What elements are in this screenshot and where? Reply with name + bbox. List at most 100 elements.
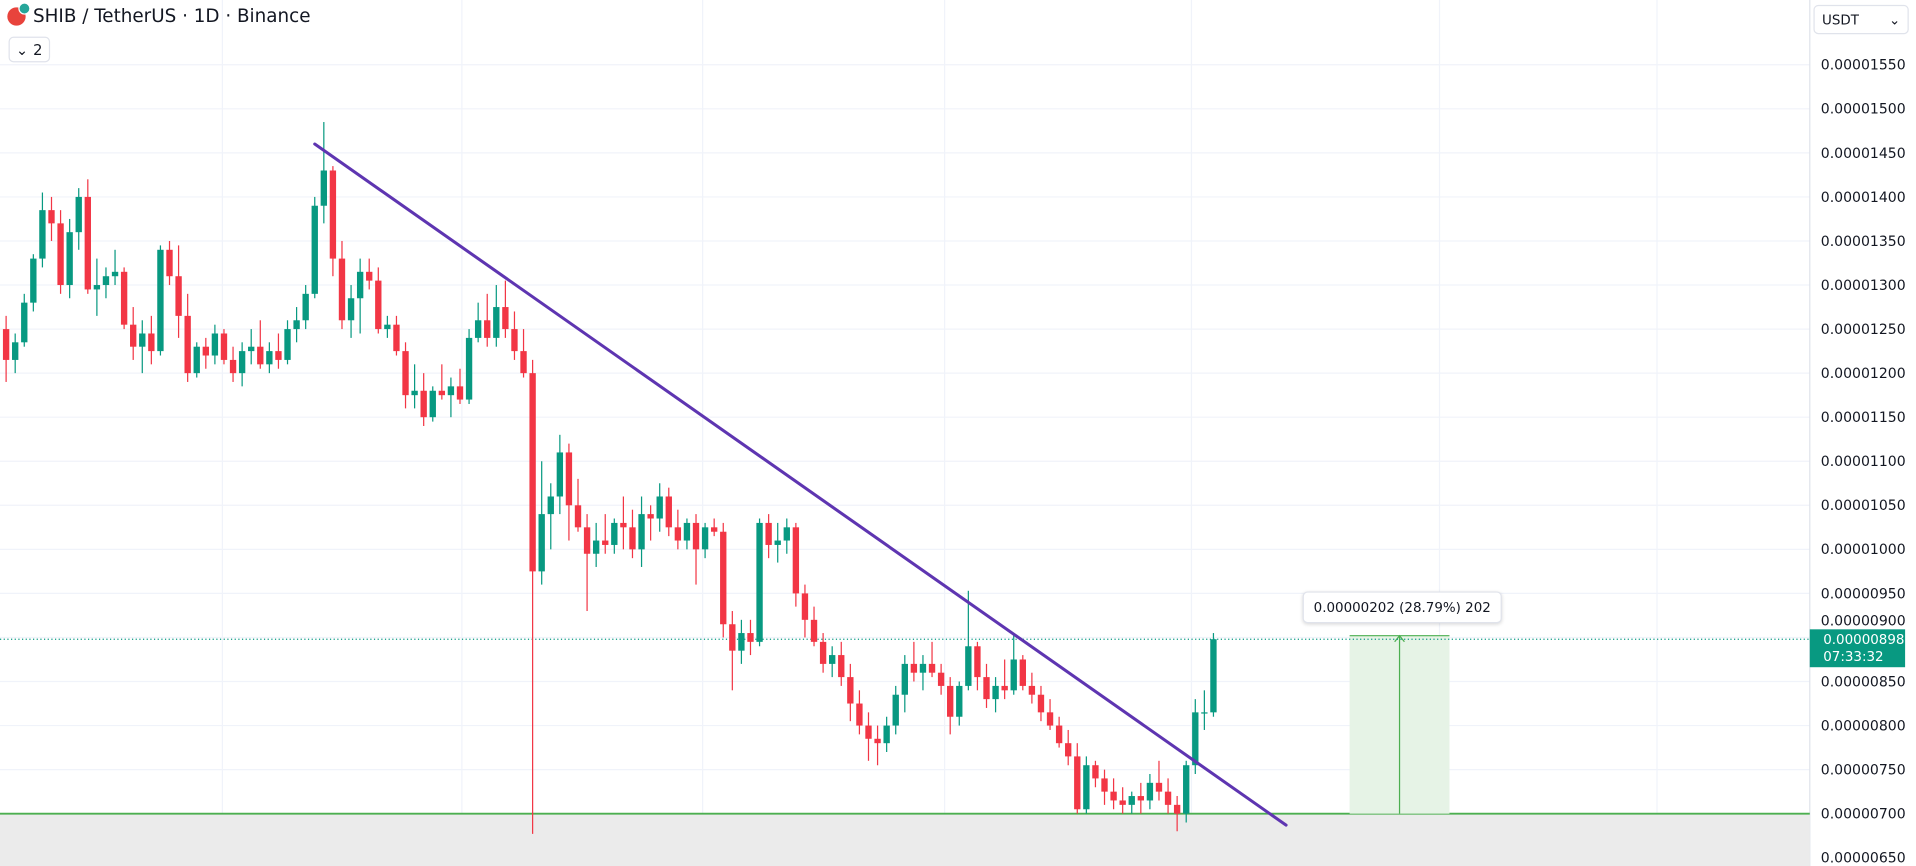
candle-down (456, 386, 464, 400)
candle-down (647, 514, 654, 519)
candle-down (1055, 725, 1063, 744)
candle-up (556, 452, 564, 497)
candle-down (692, 522, 700, 550)
candle-down (620, 522, 627, 528)
candle-down (511, 329, 518, 352)
candle-down (338, 258, 346, 321)
candle-up (465, 337, 473, 400)
candle-down (202, 346, 209, 356)
candle-down (765, 522, 772, 545)
candle-up (139, 333, 146, 347)
candle-up (1010, 659, 1017, 691)
candle-down (974, 646, 981, 678)
candle-up (238, 351, 246, 374)
candle-up (12, 342, 19, 360)
symbol-header[interactable]: SHIB / TetherUS · 1D · Binance (7, 1, 310, 27)
candle-up (992, 685, 999, 700)
price-axis-label: 0.00001250 (1821, 322, 1906, 338)
candle-up (738, 633, 745, 651)
candle-down (275, 351, 282, 360)
candle-down (947, 685, 954, 717)
candle-down (810, 619, 818, 642)
candle-up (102, 276, 110, 286)
candle-up (21, 302, 28, 343)
candle-down (1101, 778, 1108, 792)
candle-down (57, 223, 64, 286)
candle-up (1201, 712, 1208, 714)
candle-up (892, 694, 899, 726)
chevron-down-icon: ⌄ (15, 40, 29, 59)
price-axis-label: 0.00000950 (1821, 586, 1906, 602)
candle-up (411, 390, 418, 396)
candle-down (874, 738, 881, 744)
candle-up (538, 514, 545, 572)
candle-up (93, 285, 101, 290)
candle-up (1192, 712, 1199, 766)
candle-up (638, 514, 645, 550)
price-axis-label: 0.00000800 (1821, 718, 1906, 734)
candle-up (547, 496, 554, 515)
candle-down (1028, 685, 1036, 695)
candle-down (402, 351, 409, 396)
candle-down (484, 320, 491, 338)
candle-down (928, 663, 936, 673)
candle-up (592, 540, 600, 554)
price-axis-label: 0.00000850 (1821, 674, 1906, 690)
candle-down (366, 271, 373, 281)
candle-down (229, 359, 237, 374)
candle-up (447, 386, 455, 396)
candle-up (356, 271, 364, 299)
candle-up (1210, 639, 1217, 713)
candle-down (220, 333, 228, 360)
candle-up (965, 646, 972, 686)
indicators-collapse-button[interactable]: ⌄ 2 (8, 36, 50, 63)
candle-down (865, 725, 872, 739)
shib-logo-icon (7, 1, 31, 26)
candle-down (1119, 800, 1126, 805)
bar-countdown: 07:33:32 (1823, 648, 1884, 665)
candle-up (384, 324, 391, 330)
candle-down (602, 540, 609, 545)
candle-up (883, 725, 890, 744)
candle-up (701, 527, 709, 550)
candle-up (611, 522, 618, 545)
candle-up (956, 685, 963, 717)
candle-up (783, 527, 790, 541)
candle-up (347, 298, 355, 321)
price-axis-label: 0.00000900 (1821, 614, 1906, 630)
candle-down (393, 324, 400, 352)
candle-down (838, 655, 845, 678)
candle-down (720, 531, 727, 625)
candle-up (901, 663, 908, 695)
price-axis-label: 0.00001350 (1821, 234, 1906, 250)
candle-down (1046, 712, 1054, 726)
candle-up (75, 196, 82, 233)
price-axis-label: 0.00001300 (1821, 278, 1906, 294)
candle-down (910, 663, 918, 673)
candle-up (756, 522, 763, 642)
price-axis-label: 0.00001500 (1821, 102, 1906, 118)
candle-up (1183, 765, 1190, 814)
currency-select[interactable]: USDT ⌄ (1813, 4, 1909, 35)
trendline[interactable] (313, 142, 1288, 827)
candle-down (502, 307, 509, 330)
price-axis-label: 0.00001200 (1821, 366, 1906, 382)
candle-down (438, 390, 446, 396)
candle-down (1092, 765, 1099, 779)
candle-down (937, 672, 945, 686)
candle-down (710, 527, 718, 532)
candle-down (1155, 782, 1163, 792)
candle-down (674, 527, 682, 541)
candle-down (747, 633, 754, 642)
price-axis-label: 0.00001100 (1821, 454, 1906, 470)
candle-down (1137, 796, 1145, 801)
price-axis-label: 0.00000650 (1821, 851, 1906, 866)
candle-up (919, 663, 927, 673)
candle-up (829, 655, 836, 664)
support-zone (0, 813, 1810, 866)
candle-up (311, 205, 318, 294)
candle-up (1083, 765, 1090, 810)
candle-down (729, 624, 736, 651)
